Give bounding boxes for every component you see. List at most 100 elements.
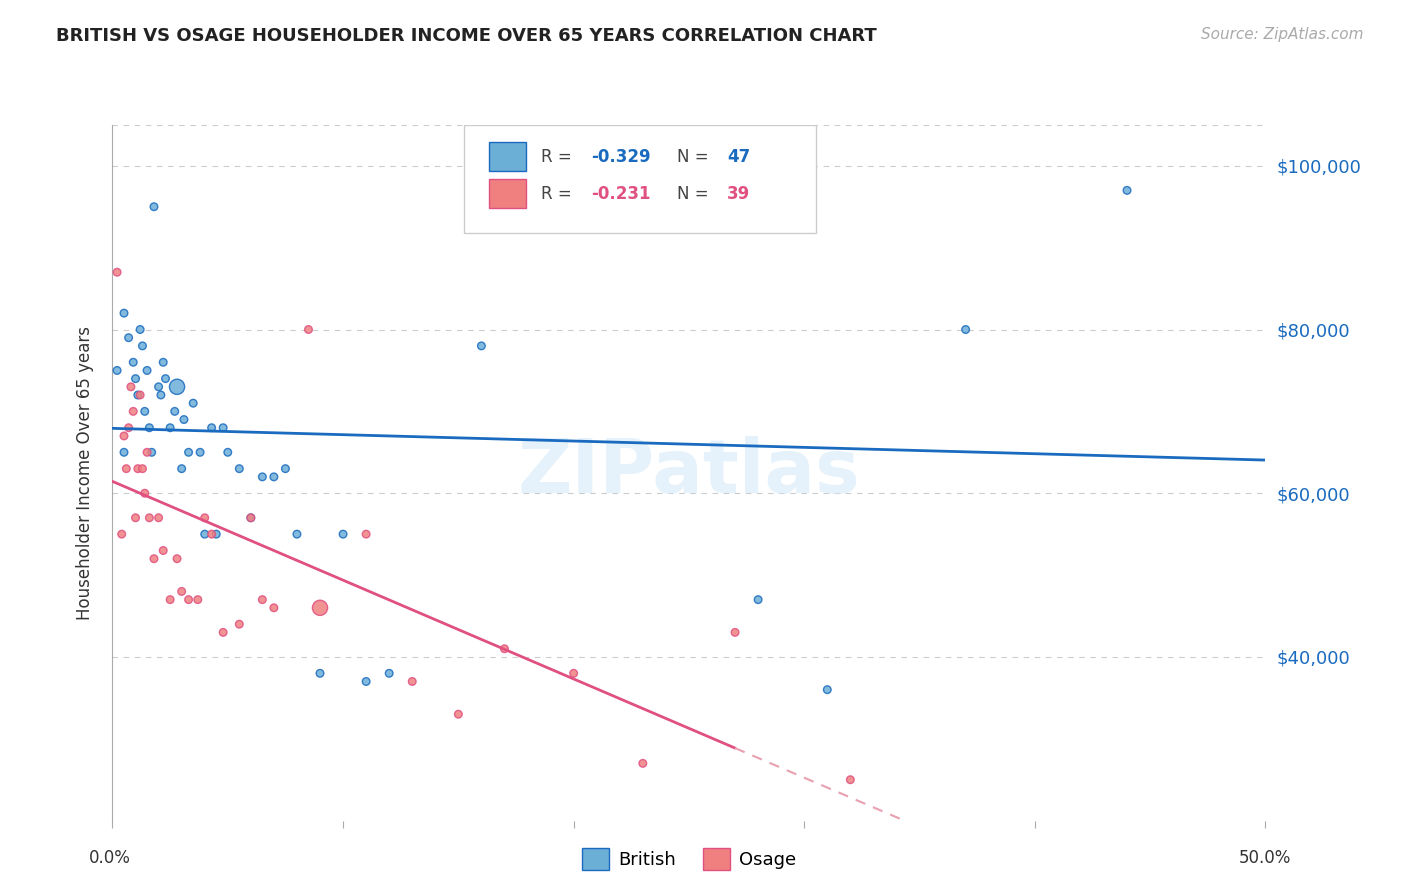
Point — [134, 486, 156, 500]
Point — [724, 625, 747, 640]
Text: R =: R = — [541, 148, 578, 166]
Point — [166, 551, 188, 566]
Point — [105, 265, 128, 279]
Point — [212, 625, 235, 640]
Point — [120, 380, 142, 394]
Point — [239, 510, 262, 524]
Point — [332, 527, 354, 541]
Text: R =: R = — [541, 185, 578, 202]
Point — [955, 322, 977, 336]
Point — [131, 461, 153, 475]
Point — [112, 445, 135, 459]
Point — [136, 363, 159, 377]
Text: -0.231: -0.231 — [591, 185, 651, 202]
Point — [143, 551, 166, 566]
Point — [631, 756, 654, 771]
Point — [378, 666, 401, 681]
Text: N =: N = — [678, 148, 714, 166]
Point — [159, 421, 181, 435]
Point — [263, 470, 285, 484]
Point — [839, 772, 862, 787]
Point — [105, 363, 128, 377]
Point — [205, 527, 228, 541]
Point — [148, 510, 170, 524]
Legend: British, Osage: British, Osage — [575, 841, 803, 878]
Point — [562, 666, 585, 681]
Point — [122, 404, 145, 418]
Text: N =: N = — [678, 185, 714, 202]
Point — [138, 421, 160, 435]
Point — [194, 510, 217, 524]
Text: BRITISH VS OSAGE HOUSEHOLDER INCOME OVER 65 YEARS CORRELATION CHART: BRITISH VS OSAGE HOUSEHOLDER INCOME OVER… — [56, 27, 877, 45]
Point — [447, 707, 470, 722]
Point — [112, 306, 135, 320]
Point — [494, 641, 516, 656]
Point — [188, 445, 211, 459]
Point — [129, 388, 152, 402]
Point — [122, 355, 145, 369]
Point — [117, 421, 139, 435]
Point — [815, 682, 838, 697]
Point — [181, 396, 204, 410]
Point — [1116, 183, 1139, 197]
Point — [194, 527, 217, 541]
Point — [127, 461, 149, 475]
Point — [297, 322, 319, 336]
Point — [143, 200, 166, 214]
Text: 50.0%: 50.0% — [1239, 849, 1292, 867]
Point — [152, 543, 174, 558]
Point — [239, 510, 262, 524]
Point — [127, 388, 149, 402]
Text: ZIPatlas: ZIPatlas — [517, 436, 860, 509]
Point — [562, 200, 585, 214]
Point — [354, 527, 377, 541]
Text: -0.329: -0.329 — [591, 148, 651, 166]
Point — [111, 527, 134, 541]
Point — [170, 584, 193, 599]
Text: Source: ZipAtlas.com: Source: ZipAtlas.com — [1201, 27, 1364, 42]
Point — [115, 461, 138, 475]
Point — [131, 339, 153, 353]
Point — [212, 421, 235, 435]
Point — [117, 331, 139, 345]
Point — [217, 445, 239, 459]
Point — [155, 371, 177, 385]
Point — [129, 322, 152, 336]
Point — [309, 666, 332, 681]
Point — [166, 380, 188, 394]
Point — [201, 421, 224, 435]
FancyBboxPatch shape — [464, 125, 815, 233]
Point — [228, 461, 250, 475]
Point — [141, 445, 163, 459]
Point — [470, 339, 492, 353]
Point — [170, 461, 193, 475]
Point — [148, 380, 170, 394]
Point — [134, 404, 156, 418]
Point — [252, 592, 274, 607]
Point — [138, 510, 160, 524]
Text: 0.0%: 0.0% — [89, 849, 131, 867]
Text: 47: 47 — [727, 148, 751, 166]
Point — [263, 600, 285, 615]
Text: 39: 39 — [727, 185, 751, 202]
Point — [177, 592, 200, 607]
Point — [159, 592, 181, 607]
FancyBboxPatch shape — [489, 179, 526, 209]
Point — [177, 445, 200, 459]
Point — [187, 592, 209, 607]
Point — [285, 527, 308, 541]
FancyBboxPatch shape — [489, 142, 526, 171]
Point — [173, 412, 195, 426]
Point — [112, 429, 135, 443]
Point — [309, 600, 332, 615]
Point — [401, 674, 423, 689]
Point — [354, 674, 377, 689]
Point — [163, 404, 186, 418]
Point — [228, 617, 250, 632]
Point — [201, 527, 224, 541]
Point — [149, 388, 172, 402]
Point — [124, 510, 146, 524]
Point — [747, 592, 769, 607]
Point — [274, 461, 297, 475]
Point — [136, 445, 159, 459]
